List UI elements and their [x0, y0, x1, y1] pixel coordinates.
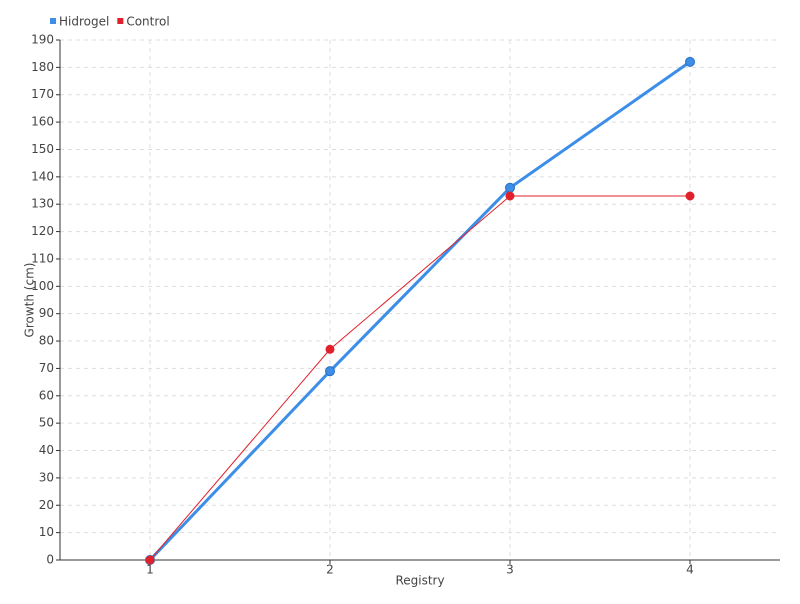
- series-line: [149, 195, 690, 561]
- data-point: [685, 56, 695, 67]
- y-tick-label: 20: [39, 498, 54, 512]
- x-axis-label: Registry: [395, 574, 444, 588]
- y-tick-label: 70: [39, 361, 54, 375]
- y-tick-label: 40: [39, 443, 54, 457]
- y-tick-label: 10: [39, 525, 54, 539]
- y-tick-label: 100: [31, 279, 54, 293]
- legend-swatch: [117, 18, 124, 24]
- data-point: [505, 191, 515, 201]
- x-tick-label: 4: [686, 563, 694, 577]
- y-tick-label: 110: [31, 251, 54, 265]
- y-tick-label: 30: [39, 470, 54, 484]
- y-tick-label: 170: [31, 87, 54, 101]
- y-tick-label: 120: [31, 224, 54, 238]
- legend-swatch: [50, 18, 56, 24]
- y-axis-label: Growth (cm): [23, 263, 37, 338]
- x-tick-label: 1: [146, 563, 154, 577]
- legend-label: Control: [126, 15, 169, 29]
- y-tick-label: 80: [39, 334, 54, 348]
- y-tick-label: 180: [31, 60, 54, 74]
- y-tick-label: 0: [46, 553, 54, 567]
- legend-label: Hidrogel: [59, 15, 109, 29]
- y-tick-label: 190: [31, 33, 54, 47]
- x-tick-label: 2: [326, 563, 334, 577]
- data-point: [505, 182, 515, 193]
- y-tick-label: 90: [39, 306, 54, 320]
- y-tick-label: 150: [31, 142, 54, 156]
- y-tick-label: 60: [39, 388, 54, 402]
- y-tick-label: 130: [31, 197, 54, 211]
- x-tick-label: 3: [506, 563, 514, 577]
- y-tick-label: 50: [39, 416, 54, 430]
- data-point: [325, 366, 335, 377]
- data-point: [685, 191, 695, 201]
- y-tick-label: 140: [31, 169, 54, 183]
- series-line: [148, 60, 691, 562]
- y-tick-label: 160: [31, 115, 54, 129]
- data-point: [325, 344, 335, 354]
- data-point: [145, 555, 155, 565]
